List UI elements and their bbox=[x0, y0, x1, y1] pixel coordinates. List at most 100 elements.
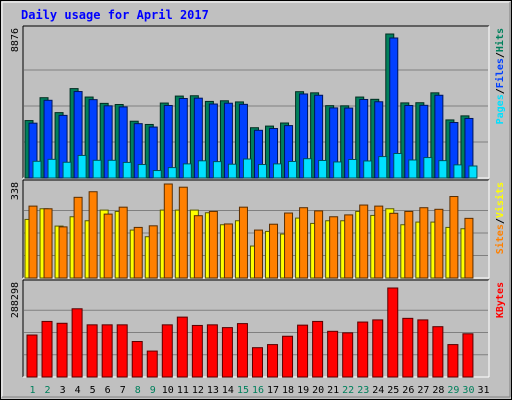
x-tick-label-day-26: 26 bbox=[402, 385, 414, 396]
legend-entry: / bbox=[495, 218, 506, 224]
bar-pages-day-1 bbox=[32, 160, 42, 179]
x-tick-label-day-15: 15 bbox=[237, 385, 249, 396]
series-sites bbox=[28, 183, 474, 279]
legend-entry: Visits bbox=[494, 182, 506, 218]
bar-pages-day-2 bbox=[47, 158, 57, 179]
bar-kbytes-day-7 bbox=[116, 324, 128, 378]
panel-legend: Pages/Files/Hits bbox=[494, 28, 506, 124]
bar-kbytes-day-27 bbox=[417, 319, 429, 378]
bar-kbytes-day-2 bbox=[41, 320, 53, 378]
bar-pages-day-19 bbox=[303, 158, 313, 179]
bar-sites-day-4 bbox=[73, 196, 83, 279]
bar-sites-day-10 bbox=[163, 183, 173, 279]
bar-pages-day-29 bbox=[453, 164, 463, 179]
bar-sites-day-6 bbox=[103, 213, 113, 279]
bar-pages-day-28 bbox=[438, 160, 448, 179]
bar-sites-day-15 bbox=[238, 206, 248, 279]
legend-entry: / bbox=[495, 88, 506, 94]
y-max-label: 8876 bbox=[10, 28, 21, 52]
x-tick-label-day-16: 16 bbox=[252, 385, 264, 396]
bar-sites-day-24 bbox=[374, 205, 384, 279]
x-tick-label-day-17: 17 bbox=[267, 385, 279, 396]
bar-sites-day-5 bbox=[88, 191, 98, 279]
bar-pages-day-18 bbox=[288, 160, 298, 179]
bar-kbytes-day-26 bbox=[402, 317, 414, 378]
bar-sites-day-17 bbox=[269, 223, 279, 279]
legend-entry: Sites bbox=[494, 224, 506, 254]
bar-kbytes-day-5 bbox=[86, 324, 98, 378]
legend-entry: / bbox=[495, 52, 506, 58]
bar-sites-day-23 bbox=[359, 204, 369, 279]
bar-pages-day-5 bbox=[92, 159, 102, 179]
x-tick-label-day-18: 18 bbox=[282, 385, 294, 396]
bar-kbytes-day-20 bbox=[312, 320, 324, 378]
bar-sites-day-1 bbox=[28, 205, 38, 279]
bar-kbytes-day-11 bbox=[176, 316, 188, 378]
bar-kbytes-day-14 bbox=[221, 327, 233, 378]
bar-kbytes-day-29 bbox=[447, 344, 459, 378]
bar-pages-day-17 bbox=[273, 163, 283, 179]
x-tick-label-day-1: 1 bbox=[30, 385, 36, 396]
bar-pages-day-26 bbox=[408, 159, 418, 179]
bar-sites-day-7 bbox=[118, 206, 128, 279]
x-tick-label-day-7: 7 bbox=[120, 385, 126, 396]
panel-legend: KBytes bbox=[495, 282, 506, 318]
bar-kbytes-day-8 bbox=[131, 340, 143, 378]
series-pages bbox=[32, 153, 478, 179]
bar-sites-day-9 bbox=[148, 225, 158, 279]
x-tick-label-day-14: 14 bbox=[222, 385, 234, 396]
chart-panels: 8876Pages/Files/Hits338Sites/Visits28829… bbox=[10, 25, 506, 378]
x-tick-label-day-19: 19 bbox=[297, 385, 309, 396]
y-max-label: 338 bbox=[10, 182, 21, 200]
bar-kbytes-day-23 bbox=[357, 321, 369, 378]
bar-kbytes-day-15 bbox=[236, 323, 248, 378]
legend-entry: KBytes bbox=[495, 282, 506, 318]
x-tick-label-day-6: 6 bbox=[105, 385, 111, 396]
bar-sites-day-22 bbox=[344, 214, 354, 279]
bar-sites-day-13 bbox=[208, 210, 218, 279]
bar-sites-day-30 bbox=[464, 217, 474, 279]
bar-pages-day-21 bbox=[333, 161, 343, 179]
bar-sites-day-25 bbox=[389, 212, 399, 279]
chart-title: Daily usage for April 2017 bbox=[21, 8, 209, 22]
bar-pages-day-8 bbox=[137, 164, 147, 179]
bar-pages-day-22 bbox=[348, 159, 358, 179]
panel-visits-sites: 338 Sites/Visits bbox=[10, 179, 506, 279]
bar-pages-day-23 bbox=[363, 160, 373, 179]
x-tick-label-day-4: 4 bbox=[75, 385, 81, 396]
panel-kbytes: 288298 KBytes bbox=[10, 279, 506, 378]
bar-kbytes-day-30 bbox=[462, 333, 474, 378]
bar-sites-day-19 bbox=[299, 207, 309, 279]
bar-kbytes-day-19 bbox=[297, 324, 309, 378]
bar-sites-day-29 bbox=[449, 196, 459, 279]
bar-pages-day-24 bbox=[378, 156, 388, 179]
series-files bbox=[28, 37, 474, 179]
panel-hits-files-pages: 8876 Pages/Files/Hits bbox=[10, 25, 506, 179]
bar-kbytes-day-22 bbox=[342, 332, 354, 378]
bar-sites-day-12 bbox=[193, 215, 203, 279]
bar-pages-day-25 bbox=[393, 153, 403, 179]
bar-kbytes-day-13 bbox=[206, 324, 218, 378]
legend-entry: Hits bbox=[494, 28, 506, 52]
x-tick-label-day-2: 2 bbox=[45, 385, 51, 396]
x-tick-label-day-23: 23 bbox=[357, 385, 369, 396]
x-tick-label-day-29: 29 bbox=[447, 385, 459, 396]
x-tick-label-day-24: 24 bbox=[372, 385, 384, 396]
bar-pages-day-10 bbox=[167, 167, 177, 179]
bar-kbytes-day-4 bbox=[71, 308, 83, 378]
bar-pages-day-11 bbox=[182, 163, 192, 179]
bar-pages-day-4 bbox=[77, 154, 87, 179]
legend-entry: Files bbox=[494, 58, 506, 88]
bar-pages-day-16 bbox=[257, 164, 267, 179]
x-tick-label-day-12: 12 bbox=[192, 385, 204, 396]
x-tick-label-day-5: 5 bbox=[90, 385, 96, 396]
bar-kbytes-day-24 bbox=[372, 319, 384, 378]
x-tick-label-day-31: 31 bbox=[477, 385, 489, 396]
bar-kbytes-day-3 bbox=[56, 322, 68, 378]
bar-kbytes-day-21 bbox=[327, 330, 339, 378]
bar-kbytes-day-12 bbox=[191, 324, 203, 378]
x-tick-label-day-20: 20 bbox=[312, 385, 324, 396]
x-tick-label-day-30: 30 bbox=[462, 385, 474, 396]
bar-sites-day-14 bbox=[223, 223, 233, 279]
